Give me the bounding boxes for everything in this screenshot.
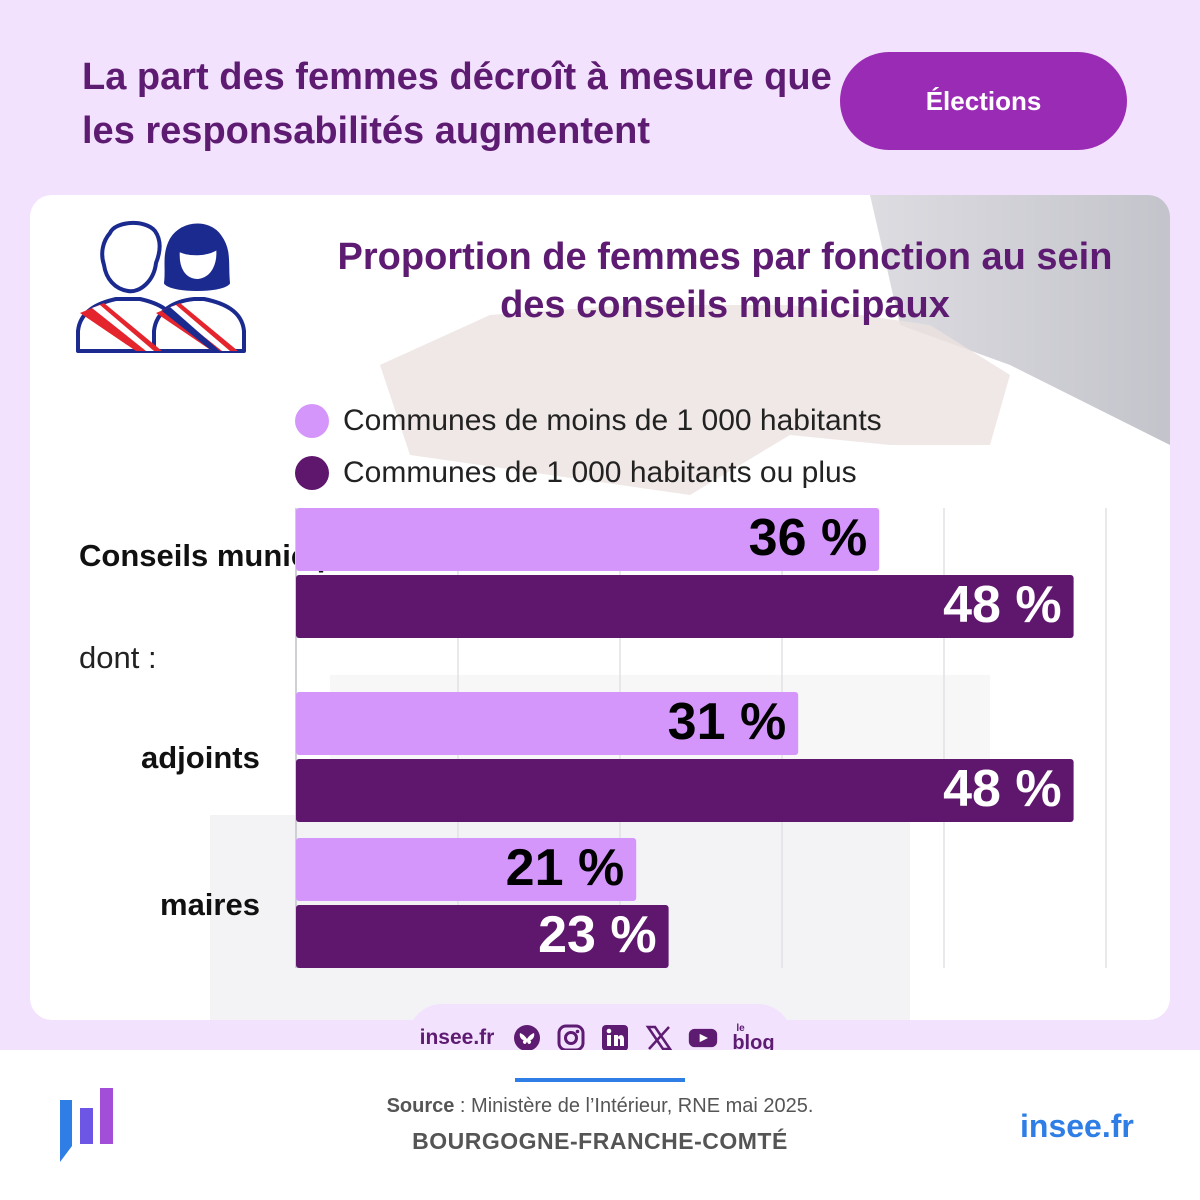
x-icon[interactable]: [644, 1023, 674, 1053]
category-label-1: adjoints: [141, 740, 260, 775]
source-label: Source: [386, 1095, 455, 1117]
bar-2-1: [296, 905, 669, 968]
elections-tag[interactable]: Élections: [840, 52, 1127, 150]
blog-icon[interactable]: le blog: [732, 1023, 780, 1054]
bar-chart: 36 % 48 % 31 % 48 % 21 % 23 %: [295, 508, 1107, 968]
bluesky-icon[interactable]: [512, 1023, 542, 1053]
blog-prefix: le: [736, 1023, 745, 1034]
bar-label-0-0: 36 %: [749, 509, 868, 567]
page-title: La part des femmes décroît à mesure que …: [82, 56, 832, 152]
social-site-label[interactable]: insee.fr: [419, 1026, 495, 1049]
bar-0-0: [296, 508, 880, 571]
instagram-icon[interactable]: [556, 1023, 586, 1053]
bar-label-2-0: 21 %: [506, 839, 625, 897]
source-line: Source : Ministère de l’Intérieur, RNE m…: [0, 1095, 1200, 1118]
bar-0-1: [296, 575, 1074, 638]
legend-swatch-small: [295, 404, 329, 438]
blog-label: blog: [732, 1032, 775, 1054]
bar-1-0: [296, 692, 799, 755]
bar-label-1-0: 31 %: [668, 693, 787, 751]
bar-2-0: [296, 838, 637, 901]
bar-label-2-1: 23 %: [538, 906, 657, 964]
chart-card: Proportion de femmes par fonction au sei…: [30, 195, 1170, 1020]
footer: Source : Ministère de l’Intérieur, RNE m…: [0, 1050, 1200, 1200]
legend-label-small: Communes de moins de 1 000 habitants: [343, 404, 882, 437]
bar-label-0-1: 48 %: [943, 576, 1062, 634]
bar-1-1: [296, 759, 1074, 822]
chart-subtitle: Proportion de femmes par fonction au sei…: [337, 236, 1113, 326]
legend-item-small: Communes de moins de 1 000 habitants: [295, 395, 882, 447]
legend-label-large: Communes de 1 000 habitants ou plus: [343, 456, 857, 489]
insee-logo-icon[interactable]: [58, 1086, 128, 1166]
insee-url-link[interactable]: insee.fr: [1020, 1108, 1134, 1144]
linkedin-icon[interactable]: [600, 1023, 630, 1053]
dont-label: dont :: [79, 640, 157, 675]
footer-divider: [515, 1078, 685, 1082]
elected-officials-icon: [76, 221, 246, 353]
legend-swatch-large: [295, 456, 329, 490]
region-label: BOURGOGNE-FRANCHE-COMTÉ: [412, 1128, 788, 1154]
legend-item-large: Communes de 1 000 habitants ou plus: [295, 447, 882, 499]
bar-label-1-1: 48 %: [943, 760, 1062, 818]
category-label-2: maires: [160, 887, 260, 922]
youtube-icon[interactable]: [688, 1023, 718, 1053]
source-text: : Ministère de l’Intérieur, RNE mai 2025…: [454, 1095, 814, 1117]
chart-legend: Communes de moins de 1 000 habitants Com…: [295, 395, 882, 499]
